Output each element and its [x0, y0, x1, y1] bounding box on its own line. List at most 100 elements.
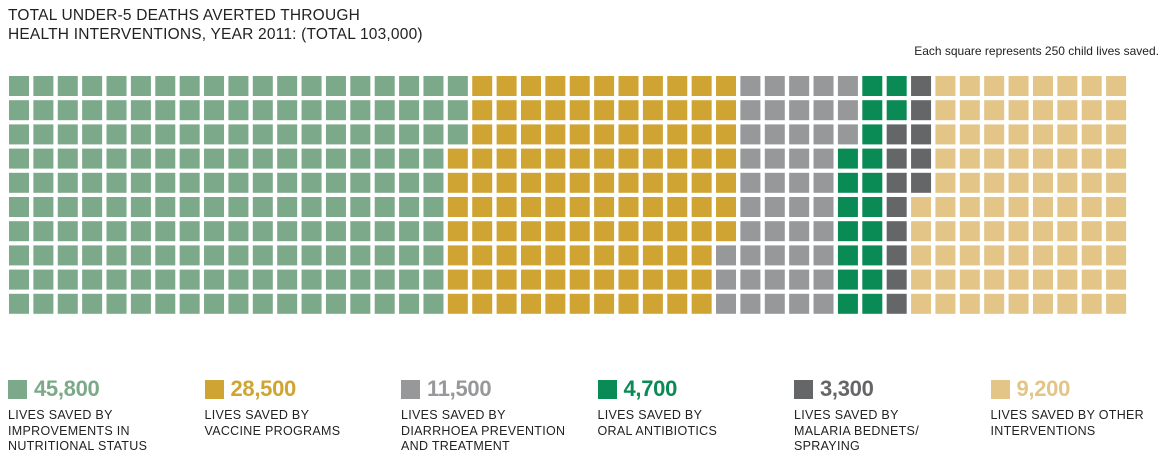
waffle-square — [618, 245, 639, 266]
waffle-square — [106, 245, 127, 266]
waffle-square — [886, 269, 907, 290]
waffle-square — [813, 197, 834, 217]
waffle-square — [545, 172, 566, 193]
waffle-square — [740, 148, 761, 169]
waffle-square — [764, 76, 785, 96]
waffle-square — [204, 76, 225, 96]
waffle-square — [1081, 76, 1102, 96]
waffle-square — [618, 76, 639, 96]
waffle-square — [594, 124, 615, 145]
waffle-square — [935, 197, 956, 217]
waffle-square — [667, 269, 688, 290]
waffle-square — [911, 221, 932, 242]
waffle-square — [374, 269, 395, 290]
waffle-square — [813, 148, 834, 169]
waffle-square — [1081, 221, 1102, 242]
waffle-square — [204, 148, 225, 169]
waffle-square — [350, 76, 371, 96]
waffle-square — [813, 245, 834, 266]
waffle-square — [9, 100, 29, 121]
waffle-square — [252, 293, 273, 314]
waffle-square — [886, 221, 907, 242]
waffle-square — [57, 293, 78, 314]
waffle-square — [204, 221, 225, 242]
waffle-square — [399, 172, 420, 193]
waffle-square — [691, 76, 712, 96]
waffle-square — [862, 100, 883, 121]
waffle-square — [350, 269, 371, 290]
waffle-square — [277, 197, 298, 217]
waffle-square — [837, 124, 858, 145]
legend-label: LIVES SAVED BY VACCINE PROGRAMS — [205, 408, 395, 439]
waffle-square — [886, 197, 907, 217]
waffle-square — [862, 269, 883, 290]
waffle-square — [691, 100, 712, 121]
waffle-square — [301, 197, 322, 217]
waffle-square — [252, 197, 273, 217]
waffle-square — [301, 245, 322, 266]
waffle-square — [423, 197, 444, 217]
waffle-square — [472, 221, 493, 242]
waffle-square — [594, 269, 615, 290]
waffle-square — [447, 124, 468, 145]
waffle-square — [886, 293, 907, 314]
waffle-square — [984, 148, 1005, 169]
unit-note: Each square represents 250 child lives s… — [914, 44, 1159, 58]
waffle-square — [472, 124, 493, 145]
waffle-square — [496, 245, 517, 266]
waffle-square — [57, 221, 78, 242]
waffle-square — [106, 293, 127, 314]
waffle-square — [374, 197, 395, 217]
waffle-square — [837, 293, 858, 314]
waffle-square — [667, 197, 688, 217]
legend-item: 28,500 LIVES SAVED BY VACCINE PROGRAMS — [204, 376, 395, 439]
waffle-square — [886, 124, 907, 145]
waffle-square — [33, 221, 54, 242]
waffle-square — [277, 76, 298, 96]
waffle-square — [716, 197, 737, 217]
waffle-square — [642, 76, 663, 96]
waffle-square — [959, 221, 980, 242]
chart-title-line-2: HEALTH INTERVENTIONS, YEAR 2011: (TOTAL … — [8, 26, 423, 43]
waffle-square — [1081, 148, 1102, 169]
waffle-square — [594, 172, 615, 193]
waffle-square — [618, 269, 639, 290]
waffle-square — [204, 293, 225, 314]
waffle-square — [472, 269, 493, 290]
waffle-square — [1057, 245, 1078, 266]
waffle-square — [301, 221, 322, 242]
waffle-square — [496, 124, 517, 145]
waffle-square — [984, 172, 1005, 193]
waffle-square — [1057, 197, 1078, 217]
waffle-square — [423, 148, 444, 169]
chart-title-line-1: TOTAL UNDER-5 DEATHS AVERTED THROUGH — [8, 7, 360, 24]
waffle-square — [447, 221, 468, 242]
waffle-square — [764, 293, 785, 314]
waffle-square — [520, 197, 541, 217]
waffle-square — [9, 148, 29, 169]
waffle-square — [691, 293, 712, 314]
waffle-square — [277, 245, 298, 266]
waffle-square — [82, 221, 103, 242]
waffle-square — [447, 100, 468, 121]
waffle-square — [1032, 76, 1053, 96]
waffle-square — [935, 100, 956, 121]
waffle-square — [447, 148, 468, 169]
waffle-chart — [9, 76, 1127, 314]
waffle-square — [399, 245, 420, 266]
waffle-square — [789, 172, 810, 193]
waffle-square — [642, 221, 663, 242]
waffle-square — [325, 172, 346, 193]
waffle-square — [57, 124, 78, 145]
waffle-square — [1106, 269, 1127, 290]
waffle-square — [399, 76, 420, 96]
waffle-square — [837, 269, 858, 290]
waffle-square — [667, 221, 688, 242]
waffle-square — [301, 100, 322, 121]
waffle-square — [399, 124, 420, 145]
waffle-square — [277, 172, 298, 193]
waffle-square — [886, 76, 907, 96]
legend-label-line: LIVES SAVED BY — [8, 408, 113, 422]
waffle-square — [374, 148, 395, 169]
waffle-square — [179, 124, 200, 145]
